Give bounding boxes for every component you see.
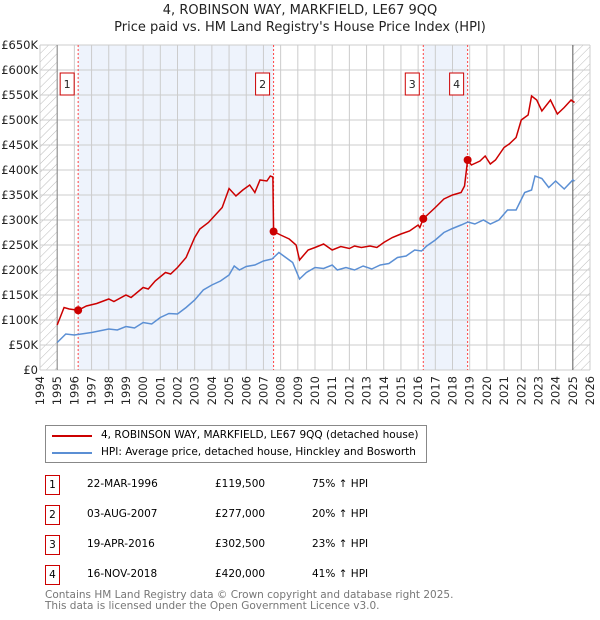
- sale-row: 4 16-NOV-2018 £420,000 41% ↑ HPI: [45, 565, 445, 585]
- sale-label-box: [255, 72, 271, 96]
- x-tick-label: 2003: [188, 376, 202, 405]
- x-tick-label: 2007: [256, 376, 270, 405]
- x-tick-label: 2002: [171, 376, 185, 405]
- y-tick-label: £500K: [1, 113, 38, 127]
- sale-date: 19-APR-2016: [87, 538, 155, 550]
- x-tick-label: 2022: [514, 376, 528, 405]
- x-tick-label: 2010: [308, 376, 322, 405]
- sale-row: 2 03-AUG-2007 £277,000 20% ↑ HPI: [45, 505, 445, 525]
- sale-marker-label: 3: [45, 535, 60, 555]
- y-tick-label: £250K: [1, 238, 38, 252]
- x-tick-label: 2016: [411, 376, 425, 405]
- x-tick-label: 2026: [583, 376, 597, 405]
- sale-price: £420,000: [215, 568, 266, 580]
- sale-point: [463, 156, 472, 164]
- x-tick-label: 2008: [274, 376, 288, 405]
- subtitle-line: Price paid vs. HM Land Registry's House …: [114, 20, 486, 35]
- hatched-region: [572, 45, 590, 370]
- sale-label-box: [59, 72, 75, 96]
- y-tick-label: £150K: [1, 288, 38, 302]
- sale-hpi-change: 41% ↑ HPI: [312, 568, 369, 580]
- sale-point: [419, 214, 428, 223]
- x-tick-label: 2024: [549, 376, 563, 405]
- shaded-region: [78, 45, 274, 370]
- sale-point: [74, 306, 83, 315]
- y-tick-label: £550K: [1, 88, 38, 102]
- x-tick-label: 2019: [463, 376, 477, 405]
- x-tick-label: 2001: [153, 376, 167, 405]
- x-tick-label: 2020: [480, 376, 494, 405]
- sale-label-box: [449, 72, 465, 96]
- x-tick-label: 1997: [85, 376, 99, 405]
- y-tick-label: £450K: [1, 138, 38, 152]
- sale-label: 1: [64, 78, 71, 91]
- y-tick-label: £50K: [9, 338, 39, 352]
- x-tick-label: 2011: [325, 376, 339, 405]
- series-line: [56, 94, 575, 326]
- footer-line: Contains HM Land Registry data © Crown c…: [45, 589, 454, 601]
- y-tick-label: £100K: [1, 313, 38, 327]
- x-tick-label: 2013: [360, 376, 374, 405]
- hatched-region: [40, 45, 58, 370]
- y-tick-label: £650K: [1, 38, 38, 52]
- x-tick-label: 1996: [67, 376, 81, 405]
- x-tick-label: 2000: [136, 376, 150, 405]
- footer-line: This data is licensed under the Open Gov…: [45, 600, 380, 612]
- x-tick-label: 2017: [428, 376, 442, 405]
- sale-label: 3: [409, 78, 416, 91]
- sale-hpi-change: 20% ↑ HPI: [312, 508, 369, 520]
- sale-hpi-change: 23% ↑ HPI: [312, 538, 369, 550]
- x-tick-label: 2025: [566, 376, 580, 405]
- sale-point: [269, 227, 278, 236]
- series-line: [56, 175, 575, 344]
- x-tick-label: 1995: [50, 376, 64, 405]
- sale-marker-label: 2: [45, 505, 60, 525]
- y-tick-label: £300K: [1, 213, 38, 227]
- sale-date: 22-MAR-1996: [87, 478, 158, 490]
- plot-area: £0 £50K £100K £150K £200K £250K £300K £350K £400…: [1, 38, 597, 405]
- sale-marker-label: 4: [45, 565, 60, 585]
- x-tick-label: 2005: [222, 376, 236, 405]
- x-tick-label: 2018: [446, 376, 460, 405]
- sale-price: £302,500: [215, 538, 266, 550]
- sale-label: 2: [259, 78, 266, 91]
- x-tick-label: 2021: [497, 376, 511, 405]
- x-tick-label: 1999: [119, 376, 133, 405]
- x-tick-label: 1998: [102, 376, 116, 405]
- sale-row: 1 22-MAR-1996 £119,500 75% ↑ HPI: [45, 475, 445, 495]
- footer: Contains HM Land Registry data © Crown c…: [45, 590, 453, 612]
- y-tick-label: £400K: [1, 163, 38, 177]
- sale-label: 4: [453, 78, 460, 91]
- sale-hpi-change: 75% ↑ HPI: [312, 478, 369, 490]
- sale-label-box: [404, 72, 420, 96]
- title-line: 4, ROBINSON WAY, MARKFIELD, LE67 9QQ: [162, 3, 438, 18]
- x-tick-label: 2012: [342, 376, 356, 405]
- sale-date: 03-AUG-2007: [87, 508, 158, 520]
- y-tick-label: £600K: [1, 63, 38, 77]
- sale-price: £119,500: [215, 478, 266, 490]
- x-tick-label: 2023: [531, 376, 545, 405]
- y-tick-label: £0: [23, 363, 38, 377]
- x-tick-label: 2004: [205, 376, 219, 405]
- x-tick-label: 2006: [239, 376, 253, 405]
- y-tick-label: £350K: [1, 188, 38, 202]
- y-tick-label: £200K: [1, 263, 38, 277]
- x-tick-label: 2009: [291, 376, 305, 405]
- x-tick-label: 1994: [33, 376, 47, 405]
- x-tick-label: 2015: [394, 376, 408, 405]
- x-tick-label: 2014: [377, 376, 391, 405]
- legend: 4, ROBINSON WAY, MARKFIELD, LE67 9QQ (de…: [45, 425, 427, 463]
- shaded-region: [423, 45, 468, 370]
- sale-marker-label: 1: [45, 475, 60, 495]
- sale-price: £277,000: [215, 508, 266, 520]
- sale-row: 3 19-APR-2016 £302,500 23% ↑ HPI: [45, 535, 445, 555]
- sale-date: 16-NOV-2018: [87, 568, 158, 580]
- chart-title: 4, ROBINSON WAY, MARKFIELD, LE67 9QQ Pri…: [0, 2, 600, 36]
